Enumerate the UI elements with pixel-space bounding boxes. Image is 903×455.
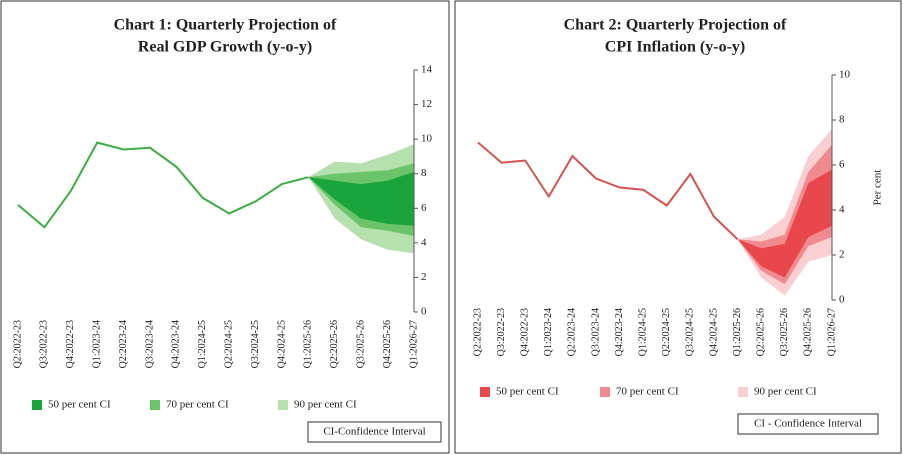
ci-band	[737, 169, 832, 278]
x-tick-label: Q1:2024-25	[637, 308, 648, 356]
x-tick-label: Q3:2024-25	[250, 320, 261, 368]
x-tick-label: Q1:2024-25	[197, 320, 208, 368]
panel-border	[454, 0, 902, 454]
y-tick-label: 14	[421, 64, 433, 76]
y-tick-label: 4	[421, 236, 427, 248]
x-tick-label: Q2:2023-24	[567, 308, 578, 356]
legend-label: 50 per cent CI	[48, 399, 111, 411]
y-tick-label: 10	[421, 133, 433, 145]
panel-border	[0, 0, 450, 454]
y-tick-label: 2	[839, 249, 845, 261]
legend-swatch	[150, 400, 160, 410]
y-tick-label: 8	[421, 167, 427, 179]
y-tick-label: 12	[421, 98, 432, 110]
x-tick-label: Q3:2022-23	[39, 320, 50, 368]
x-tick-label: Q2:2025-26	[329, 320, 340, 368]
x-tick-label: Q2:2022-23	[12, 320, 23, 368]
y-tick-label: 10	[839, 69, 851, 81]
x-tick-label: Q1:2025-26	[303, 320, 314, 368]
legend-swatch	[480, 387, 490, 397]
x-tick-label: Q3:2022-23	[496, 308, 507, 356]
legend-swatch	[738, 387, 748, 397]
chart-title: Real GDP Growth (y-o-y)	[138, 39, 312, 56]
x-tick-label: Q4:2023-24	[171, 320, 182, 368]
x-tick-label: Q3:2023-24	[590, 308, 601, 356]
chart-title: Chart 1: Quarterly Projection of	[114, 17, 337, 34]
note-box	[737, 413, 879, 435]
x-tick-label: Q2:2024-25	[661, 308, 672, 356]
y-tick-label: 0	[421, 306, 427, 318]
ci-band	[308, 171, 414, 226]
x-tick-label: Q1:2026-27	[408, 320, 419, 368]
y-axis-label: Per cent	[872, 170, 884, 206]
y-tick-label: 2	[421, 271, 427, 283]
legend-label: 70 per cent CI	[616, 386, 679, 398]
legend-swatch	[278, 400, 288, 410]
x-tick-label: Q2:2022-23	[472, 308, 483, 356]
x-tick-label: Q3:2025-26	[355, 320, 366, 368]
legend-label: 90 per cent CI	[294, 399, 357, 411]
x-tick-label: Q4:2024-25	[276, 320, 287, 368]
chart-title: Chart 2: Quarterly Projection of	[564, 17, 787, 34]
x-tick-label: Q3:2024-25	[685, 308, 696, 356]
y-tick-label: 8	[839, 114, 845, 126]
x-tick-label: Q2:2025-26	[755, 308, 766, 356]
note-box	[307, 421, 442, 443]
y-tick-label: 6	[839, 159, 845, 171]
x-tick-label: Q2:2023-24	[118, 320, 129, 368]
x-tick-label: Q1:2025-26	[732, 308, 743, 356]
y-tick-label: 6	[421, 202, 427, 214]
x-tick-label: Q4:2022-23	[65, 320, 76, 368]
legend-swatch	[32, 400, 42, 410]
x-tick-label: Q4:2022-23	[519, 308, 530, 356]
x-tick-label: Q1:2023-24	[543, 308, 554, 356]
legend-label: 90 per cent CI	[754, 386, 817, 398]
legend-swatch	[600, 387, 610, 397]
x-tick-label: Q1:2023-24	[91, 320, 102, 368]
note: CI - Confidence Interval	[754, 418, 862, 430]
chart-title: CPI Inflation (y-o-y)	[605, 39, 745, 56]
y-tick-label: 4	[839, 204, 845, 216]
legend-label: 50 per cent CI	[496, 386, 559, 398]
x-tick-label: Q4:2023-24	[614, 308, 625, 356]
x-tick-label: Q4:2025-26	[803, 308, 814, 356]
legend-label: 70 per cent CI	[166, 399, 229, 411]
x-tick-label: Q3:2023-24	[144, 320, 155, 368]
x-tick-label: Q2:2024-25	[223, 320, 234, 368]
line	[17, 141, 309, 229]
x-tick-label: Q1:2026-27	[826, 308, 837, 356]
y-tick-label: 0	[839, 294, 845, 306]
x-tick-label: Q4:2025-26	[382, 320, 393, 368]
note: CI-Confidence Interval	[323, 426, 425, 438]
x-tick-label: Q3:2025-26	[779, 308, 790, 356]
x-tick-label: Q4:2024-25	[708, 308, 719, 356]
line	[477, 141, 739, 240]
